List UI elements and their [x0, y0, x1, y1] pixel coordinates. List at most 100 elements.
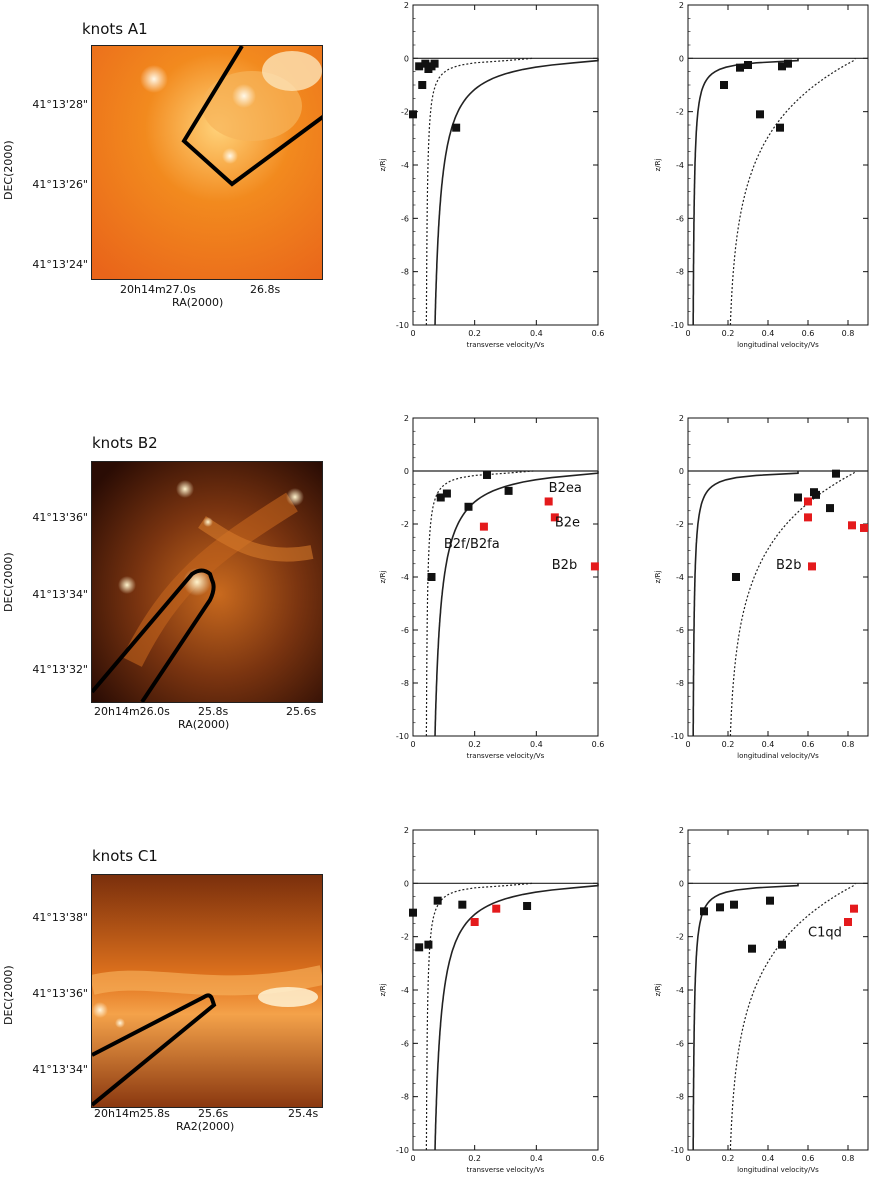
y-tick-label: -8: [676, 1093, 684, 1102]
data-point-red: [844, 918, 852, 926]
y-tick-label: -4: [401, 573, 409, 582]
ra-tick-b2-0: 20h14m26.0s: [94, 705, 170, 718]
x-tick-label: 0: [410, 1154, 415, 1163]
data-point-red: [470, 918, 479, 926]
data-point-black: [424, 940, 433, 949]
x-tick-label: 0.6: [802, 1154, 815, 1163]
model-curve-dotted: [425, 57, 534, 325]
ra-tick-b2-2: 25.6s: [286, 705, 317, 718]
model-curve-solid: [692, 471, 799, 736]
y-tick-label: -8: [401, 679, 409, 688]
data-point-black: [442, 489, 451, 498]
dec-label-c1: DEC(2000): [2, 965, 15, 1025]
x-tick-label: 0.2: [722, 1154, 735, 1163]
x-tick-label: 0.2: [722, 740, 735, 749]
data-point-black: [452, 123, 461, 132]
x-tick-label: 0.4: [762, 740, 775, 749]
data-point-red: [492, 904, 501, 913]
data-point-black: [778, 940, 786, 949]
aperture-outline: [181, 46, 322, 187]
data-point-black: [464, 502, 473, 511]
data-point-red: [550, 513, 559, 522]
y-tick-label: 2: [404, 1, 409, 10]
dec-tick-a1-2: 41°13'24": [32, 258, 88, 271]
y-tick-label: -6: [676, 1039, 684, 1048]
data-point-red: [848, 521, 856, 530]
y-tick-label: -4: [401, 986, 409, 995]
panel-row-a1: knots A1 41°13'28" 41°13'26" 41°13'24" 2…: [0, 0, 871, 390]
model-curve-dotted: [425, 882, 534, 1150]
y-tick-label: 2: [679, 414, 684, 423]
x-tick-label: 0: [685, 1154, 690, 1163]
plot-frame: [412, 417, 599, 737]
ra-tick-c1-2: 25.4s: [288, 1107, 319, 1120]
y-tick-label: -10: [671, 732, 684, 741]
data-point-black: [415, 943, 424, 952]
point-label: B2ea: [549, 481, 582, 496]
x-tick-label: 0.2: [468, 1154, 481, 1163]
y-tick-label: -8: [676, 679, 684, 688]
y-tick-label: -4: [676, 161, 684, 170]
x-tick-label: 0: [410, 329, 415, 338]
point-label: B2e: [555, 516, 580, 531]
model-curve-solid: [434, 883, 599, 1151]
y-tick-label: -4: [676, 573, 684, 582]
data-point-black: [504, 486, 513, 495]
y-tick-label: 0: [404, 879, 409, 888]
x-tick-label: 0: [410, 740, 415, 749]
y-axis-title: z/Rj: [654, 159, 662, 172]
data-point-black: [730, 900, 738, 909]
data-point-red: [590, 562, 599, 571]
y-tick-label: -8: [401, 268, 409, 277]
dec-tick-c1-1: 41°13'36": [32, 987, 88, 1000]
dec-label-a1: DEC(2000): [2, 140, 15, 200]
data-point-black: [756, 110, 764, 119]
x-tick-label: 0.6: [592, 1154, 605, 1163]
x-axis-title: transverse velocity/Vs: [467, 341, 545, 349]
x-tick-label: 0.6: [592, 329, 605, 338]
x-tick-label: 0: [685, 740, 690, 749]
knot-title-c1: knots C1: [92, 847, 158, 865]
model-curve-dotted: [425, 470, 534, 736]
data-point-black: [766, 896, 774, 905]
x-axis-title: longitudinal velocity/Vs: [737, 1166, 819, 1174]
ra-tick-c1-0: 20h14m25.8s: [94, 1107, 170, 1120]
knot-title-b2: knots B2: [92, 434, 158, 452]
ra-tick-a1-0: 20h14m27.0s: [120, 283, 196, 296]
knot-title-a1: knots A1: [82, 20, 148, 38]
knot-image-a1: [91, 45, 323, 280]
dec-tick-a1-0: 41°13'28": [32, 98, 88, 111]
x-axis-title: longitudinal velocity/Vs: [737, 752, 819, 760]
knot-image-c1: [91, 874, 323, 1108]
x-axis-title: transverse velocity/Vs: [467, 752, 545, 760]
x-tick-label: 0.6: [802, 740, 815, 749]
data-point-red: [804, 497, 812, 506]
data-point-black: [744, 61, 752, 69]
y-tick-label: -10: [671, 321, 684, 330]
data-point-black: [483, 470, 491, 479]
data-point-black: [430, 59, 439, 68]
x-tick-label: 0.4: [762, 329, 775, 338]
ra-label-b2: RA(2000): [178, 718, 230, 731]
dec-tick-a1-1: 41°13'26": [32, 178, 88, 191]
y-tick-label: -6: [401, 626, 409, 635]
point-label: B2b: [552, 558, 577, 573]
x-tick-label: 0.8: [842, 1154, 855, 1163]
y-tick-label: -10: [671, 1146, 684, 1155]
y-tick-label: 0: [404, 54, 409, 63]
data-point-black: [418, 81, 427, 89]
dec-tick-c1-0: 41°13'38": [32, 911, 88, 924]
model-curve-dotted: [729, 470, 856, 737]
x-tick-label: 0.4: [530, 740, 543, 749]
data-point-black: [832, 469, 840, 478]
model-curve-solid: [434, 471, 599, 737]
ra-tick-a1-1: 26.8s: [250, 283, 281, 296]
model-curve-dotted: [729, 882, 856, 1151]
plot-frame: [412, 829, 599, 1151]
data-point-black: [409, 110, 417, 119]
y-tick-label: 2: [404, 826, 409, 835]
y-axis-title: z/Rj: [379, 984, 387, 997]
